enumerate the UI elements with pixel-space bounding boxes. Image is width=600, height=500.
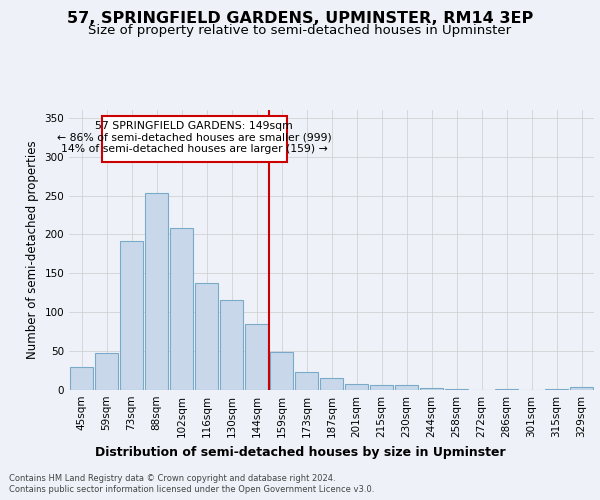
Bar bbox=[70, 368, 93, 390]
Bar bbox=[270, 352, 293, 390]
Y-axis label: Number of semi-detached properties: Number of semi-detached properties bbox=[26, 140, 39, 360]
Bar bbox=[395, 386, 418, 390]
Bar bbox=[345, 384, 368, 390]
Bar bbox=[101, 116, 287, 162]
Bar bbox=[220, 300, 243, 390]
Bar bbox=[370, 386, 393, 390]
Text: Size of property relative to semi-detached houses in Upminster: Size of property relative to semi-detach… bbox=[88, 24, 512, 37]
Bar bbox=[570, 387, 593, 390]
Text: ← 86% of semi-detached houses are smaller (999): ← 86% of semi-detached houses are smalle… bbox=[56, 132, 331, 142]
Text: 57 SPRINGFIELD GARDENS: 149sqm: 57 SPRINGFIELD GARDENS: 149sqm bbox=[95, 120, 293, 130]
Bar bbox=[545, 389, 568, 390]
Bar bbox=[295, 372, 318, 390]
Bar bbox=[95, 354, 118, 390]
Bar bbox=[195, 284, 218, 390]
Text: Distribution of semi-detached houses by size in Upminster: Distribution of semi-detached houses by … bbox=[95, 446, 505, 459]
Bar bbox=[245, 324, 268, 390]
Text: 57, SPRINGFIELD GARDENS, UPMINSTER, RM14 3EP: 57, SPRINGFIELD GARDENS, UPMINSTER, RM14… bbox=[67, 11, 533, 26]
Bar bbox=[120, 242, 143, 390]
Bar bbox=[445, 389, 468, 390]
Bar bbox=[145, 193, 168, 390]
Text: 14% of semi-detached houses are larger (159) →: 14% of semi-detached houses are larger (… bbox=[61, 144, 328, 154]
Bar bbox=[495, 389, 518, 390]
Bar bbox=[170, 228, 193, 390]
Text: Contains public sector information licensed under the Open Government Licence v3: Contains public sector information licen… bbox=[9, 485, 374, 494]
Bar bbox=[420, 388, 443, 390]
Text: Contains HM Land Registry data © Crown copyright and database right 2024.: Contains HM Land Registry data © Crown c… bbox=[9, 474, 335, 483]
Bar bbox=[320, 378, 343, 390]
